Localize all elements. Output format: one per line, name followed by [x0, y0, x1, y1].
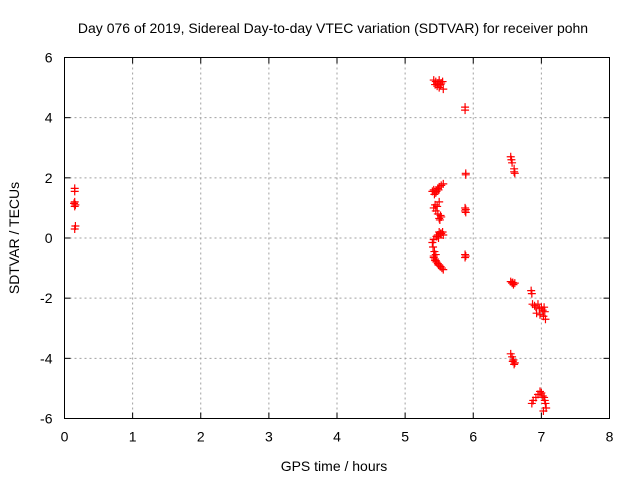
data-point [70, 187, 79, 196]
data-point [435, 214, 444, 223]
x-tick-label: 1 [129, 429, 137, 445]
data-point [431, 256, 440, 265]
data-point [538, 391, 547, 400]
data-point [432, 187, 441, 196]
x-tick-label: 6 [469, 429, 477, 445]
data-point [461, 170, 470, 179]
y-tick-label: 0 [45, 230, 53, 246]
data-point [535, 304, 544, 313]
data-point [508, 158, 517, 167]
data-point [433, 82, 442, 91]
data-point [437, 181, 446, 190]
data-point [510, 167, 519, 176]
data-point [70, 199, 79, 208]
data-point [540, 303, 549, 312]
data-point [439, 85, 448, 94]
data-point [438, 77, 447, 86]
data-point [429, 243, 438, 252]
data-point [539, 406, 548, 415]
data-point [508, 278, 517, 287]
data-point [436, 229, 445, 238]
data-point [434, 261, 443, 270]
data-point [461, 252, 470, 261]
data-point [530, 301, 539, 310]
data-point [461, 106, 470, 115]
data-point [527, 289, 536, 298]
axis-ticks: 0 1 2 3 4 5 6 7 8 -6 -4 -2 0 2 4 6 [40, 50, 614, 445]
x-tick-label: 5 [401, 429, 409, 445]
x-tick-label: 2 [197, 429, 205, 445]
data-point [434, 234, 443, 242]
data-point [536, 387, 545, 396]
chart-title: Day 076 of 2019, Sidereal Day-to-day VTE… [78, 20, 588, 36]
y-tick-label: 6 [45, 50, 53, 66]
data-point [541, 315, 550, 324]
data-point [433, 202, 442, 211]
data-point [541, 399, 550, 408]
x-axis-label: GPS time / hours [281, 458, 388, 474]
data-point [435, 83, 444, 92]
data-point [435, 215, 444, 224]
y-tick-label: -4 [40, 350, 53, 366]
data-point [437, 79, 446, 88]
data-point [461, 253, 470, 262]
data-point [510, 279, 519, 288]
data-point [532, 309, 541, 318]
data-point [439, 179, 448, 188]
data-point [434, 185, 443, 194]
x-tick-label: 4 [333, 429, 341, 445]
data-point [431, 200, 440, 209]
data-point [461, 208, 470, 217]
plot-frame [64, 57, 610, 419]
y-axis-label: SDTVAR / TECUs [6, 182, 22, 294]
data-point [510, 358, 519, 367]
data-point [428, 238, 437, 247]
x-tick-label: 0 [61, 429, 69, 445]
data-point [508, 357, 517, 366]
data-point [510, 169, 519, 178]
grid [64, 57, 610, 419]
data-point [540, 307, 549, 316]
data-point [536, 310, 545, 319]
data-point [461, 206, 470, 215]
data-point [439, 265, 448, 274]
x-tick-label: 7 [537, 429, 545, 445]
x-tick-label: 8 [606, 429, 614, 445]
data-point [435, 197, 444, 206]
y-tick-label: -2 [40, 290, 53, 306]
x-tick-label: 3 [265, 429, 273, 445]
data-point [438, 227, 447, 236]
data-points [70, 76, 551, 415]
data-point [431, 80, 440, 89]
data-point [70, 224, 79, 233]
y-tick-label: -6 [40, 411, 53, 427]
y-tick-label: 2 [45, 170, 53, 186]
data-point [71, 200, 80, 209]
y-tick-label: 4 [45, 110, 53, 126]
